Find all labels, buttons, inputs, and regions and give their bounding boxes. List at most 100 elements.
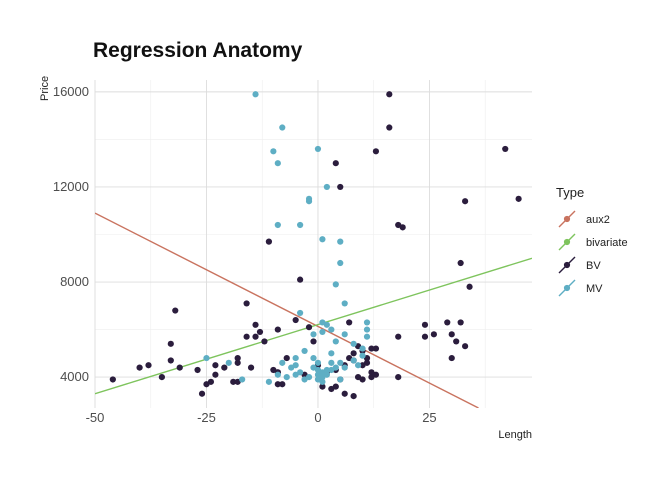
aux2-regression-line bbox=[95, 212, 479, 408]
mv-point bbox=[279, 124, 286, 131]
legend-key-point bbox=[563, 261, 571, 269]
bv-point bbox=[462, 198, 469, 205]
bv-point bbox=[297, 276, 304, 283]
mv-point bbox=[341, 300, 348, 307]
mv-point bbox=[274, 221, 281, 229]
bv-point bbox=[274, 326, 281, 333]
mv-point bbox=[341, 331, 348, 338]
bv-point bbox=[453, 338, 460, 345]
bv-point bbox=[466, 283, 473, 290]
bv-point bbox=[167, 357, 174, 364]
bv-point bbox=[261, 338, 268, 345]
bv-point bbox=[421, 321, 429, 328]
mv-point bbox=[323, 366, 330, 374]
legend-label: aux2 bbox=[586, 214, 610, 226]
bv-point bbox=[337, 183, 344, 191]
bv-point bbox=[158, 374, 165, 381]
legend-key-point bbox=[563, 284, 571, 292]
mv-point bbox=[274, 160, 281, 167]
bv-point bbox=[247, 364, 255, 371]
bv-point bbox=[283, 354, 290, 362]
mv-point bbox=[319, 236, 326, 243]
mv-point bbox=[297, 309, 304, 317]
bv-point bbox=[274, 381, 281, 388]
legend-entries: aux2 bivariate BV MV bbox=[558, 210, 628, 297]
bv-point bbox=[198, 390, 206, 397]
scatter-points bbox=[109, 91, 522, 400]
bv-point bbox=[243, 333, 250, 340]
mv-point bbox=[297, 369, 304, 376]
bv-point bbox=[319, 383, 326, 390]
bivariate-regression-line bbox=[95, 257, 532, 395]
x-tick-label: -25 bbox=[197, 410, 216, 425]
bv-point bbox=[305, 324, 313, 331]
bv-point bbox=[252, 333, 259, 340]
mv-point bbox=[337, 238, 344, 245]
bv-point bbox=[421, 333, 429, 340]
mv-point bbox=[350, 340, 357, 347]
bv-point bbox=[145, 362, 152, 369]
bv-point bbox=[350, 393, 357, 400]
y-axis-label: Price bbox=[39, 76, 51, 101]
mv-point bbox=[279, 359, 286, 366]
bv-point bbox=[444, 319, 451, 326]
bv-point bbox=[359, 376, 366, 383]
mv-point bbox=[292, 354, 299, 362]
mv-point bbox=[274, 371, 281, 378]
bv-point bbox=[386, 124, 393, 131]
mv-point bbox=[332, 281, 339, 288]
mv-point bbox=[292, 362, 299, 369]
mv-point bbox=[305, 374, 313, 381]
mv-point bbox=[332, 364, 339, 371]
legend-key-point bbox=[563, 238, 571, 246]
bv-point bbox=[256, 328, 264, 336]
mv-point bbox=[283, 374, 290, 381]
legend-entry-bivariate: bivariate bbox=[558, 233, 628, 251]
bv-point bbox=[230, 378, 237, 385]
bv-point bbox=[346, 319, 353, 326]
legend-entry-aux2: aux2 bbox=[558, 210, 610, 228]
mv-point bbox=[328, 350, 335, 357]
mv-point bbox=[305, 195, 313, 202]
bv-point bbox=[363, 359, 371, 366]
bv-point bbox=[341, 390, 348, 397]
y-tick-label: 16000 bbox=[53, 84, 89, 99]
y-tick-label: 12000 bbox=[53, 179, 89, 194]
bv-point bbox=[172, 307, 179, 314]
bv-point bbox=[372, 371, 380, 378]
mv-point bbox=[359, 345, 366, 352]
mv-point bbox=[332, 338, 339, 345]
axis-ticks: -50 -25 0 25 4000 8000 12000 16000 bbox=[53, 84, 437, 425]
legend-entry-bv: BV bbox=[558, 256, 601, 274]
mv-point bbox=[252, 91, 259, 98]
mv-point bbox=[341, 364, 348, 371]
bv-point bbox=[221, 364, 228, 371]
mv-point bbox=[301, 347, 308, 355]
bv-point bbox=[136, 364, 143, 371]
mv-point bbox=[310, 331, 317, 338]
bv-point bbox=[332, 160, 339, 167]
mv-point bbox=[297, 221, 304, 229]
bv-point bbox=[234, 354, 241, 362]
bv-point bbox=[109, 376, 116, 383]
mv-point bbox=[239, 376, 246, 383]
legend-label: BV bbox=[586, 260, 601, 272]
bv-point bbox=[279, 381, 286, 388]
mv-point bbox=[319, 378, 326, 385]
mv-point bbox=[314, 145, 322, 153]
mv-point bbox=[337, 376, 344, 383]
legend: Type aux2 bivariate BV MV bbox=[556, 185, 628, 297]
legend-entry-mv: MV bbox=[558, 279, 603, 297]
mv-point bbox=[328, 326, 335, 333]
bv-point bbox=[372, 148, 380, 155]
bv-point bbox=[462, 343, 469, 350]
chart-title: Regression Anatomy bbox=[93, 39, 303, 62]
bv-point bbox=[194, 366, 201, 374]
mv-point bbox=[310, 354, 317, 362]
bv-point bbox=[252, 321, 259, 328]
mv-point bbox=[363, 319, 371, 326]
bv-point bbox=[448, 331, 455, 338]
mv-point bbox=[354, 362, 362, 369]
bv-point bbox=[395, 333, 402, 340]
